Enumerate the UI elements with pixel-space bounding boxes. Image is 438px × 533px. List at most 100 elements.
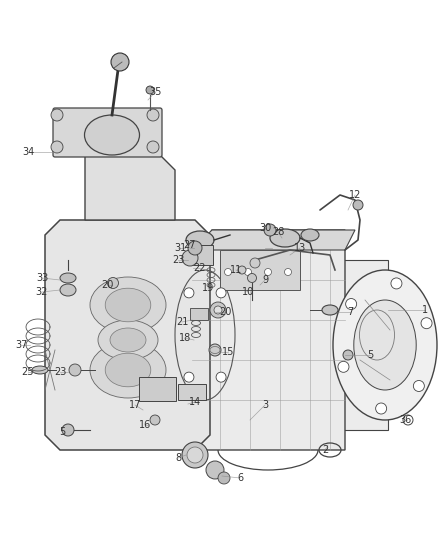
Polygon shape [45,220,210,450]
Circle shape [216,288,226,298]
Text: 14: 14 [189,397,201,407]
Circle shape [285,269,292,276]
Circle shape [214,306,222,314]
FancyBboxPatch shape [178,384,206,400]
Ellipse shape [354,300,416,390]
Text: 15: 15 [222,347,234,357]
Text: 5: 5 [59,427,65,437]
Ellipse shape [105,288,151,322]
FancyBboxPatch shape [53,108,162,157]
Circle shape [184,288,194,298]
Polygon shape [192,230,345,450]
Ellipse shape [322,305,338,315]
FancyBboxPatch shape [190,308,208,320]
Ellipse shape [270,229,300,247]
Circle shape [150,415,160,425]
Circle shape [376,403,387,414]
Ellipse shape [105,353,151,387]
Circle shape [225,269,232,276]
Text: 30: 30 [259,223,271,233]
Circle shape [264,224,276,236]
Ellipse shape [98,320,158,360]
Text: 1: 1 [422,305,428,315]
Circle shape [353,200,363,210]
Circle shape [147,109,159,121]
Circle shape [182,442,208,468]
Text: 23: 23 [172,255,184,265]
Text: 25: 25 [22,367,34,377]
Ellipse shape [90,342,166,398]
Circle shape [346,298,357,310]
Text: 34: 34 [22,147,34,157]
Ellipse shape [85,115,139,155]
Ellipse shape [110,328,146,352]
Text: 18: 18 [179,333,191,343]
Circle shape [238,266,246,274]
Text: 32: 32 [36,287,48,297]
Circle shape [147,141,159,153]
Text: 2: 2 [322,445,328,455]
Text: 5: 5 [367,350,373,360]
Circle shape [184,372,194,382]
Circle shape [216,372,226,382]
Text: 37: 37 [16,340,28,350]
FancyBboxPatch shape [139,377,176,401]
Text: 8: 8 [175,453,181,463]
Text: 7: 7 [347,307,353,317]
Ellipse shape [301,229,319,241]
Ellipse shape [333,270,437,420]
Circle shape [51,141,63,153]
Circle shape [206,461,224,479]
Circle shape [250,258,260,268]
Text: 19: 19 [202,283,214,293]
Polygon shape [192,230,355,250]
Text: 23: 23 [54,367,66,377]
Ellipse shape [60,273,76,283]
FancyBboxPatch shape [330,260,388,430]
Text: 9: 9 [262,275,268,285]
Text: 10: 10 [242,287,254,297]
FancyBboxPatch shape [193,245,213,265]
Text: 13: 13 [294,243,306,253]
Circle shape [69,364,81,376]
FancyBboxPatch shape [220,250,300,290]
Text: 6: 6 [237,473,243,483]
Circle shape [338,361,349,373]
Text: 36: 36 [399,415,411,425]
Polygon shape [85,155,175,220]
Circle shape [218,472,230,484]
Text: 28: 28 [272,227,284,237]
Circle shape [403,415,413,425]
Circle shape [146,86,154,94]
Circle shape [188,241,202,255]
Circle shape [187,447,203,463]
Circle shape [51,109,63,121]
Circle shape [210,302,226,318]
Text: 21: 21 [176,317,188,327]
Circle shape [413,381,424,391]
Text: 31: 31 [174,243,186,253]
Ellipse shape [60,284,76,296]
Circle shape [111,53,129,71]
Circle shape [421,318,432,329]
Circle shape [343,350,353,360]
Text: 20: 20 [101,280,113,290]
Circle shape [182,250,198,266]
Text: 3: 3 [262,400,268,410]
Circle shape [265,269,272,276]
Text: 12: 12 [349,190,361,200]
Text: 11: 11 [230,265,242,275]
Circle shape [209,344,221,356]
Text: 35: 35 [149,87,161,97]
Circle shape [107,278,119,288]
Circle shape [244,269,251,276]
Ellipse shape [90,277,166,333]
Text: 22: 22 [194,263,206,273]
Text: 27: 27 [184,240,196,250]
Ellipse shape [32,366,48,374]
Text: 16: 16 [139,420,151,430]
Ellipse shape [186,231,214,249]
Text: 20: 20 [219,307,231,317]
Circle shape [391,278,402,289]
Circle shape [62,424,74,436]
